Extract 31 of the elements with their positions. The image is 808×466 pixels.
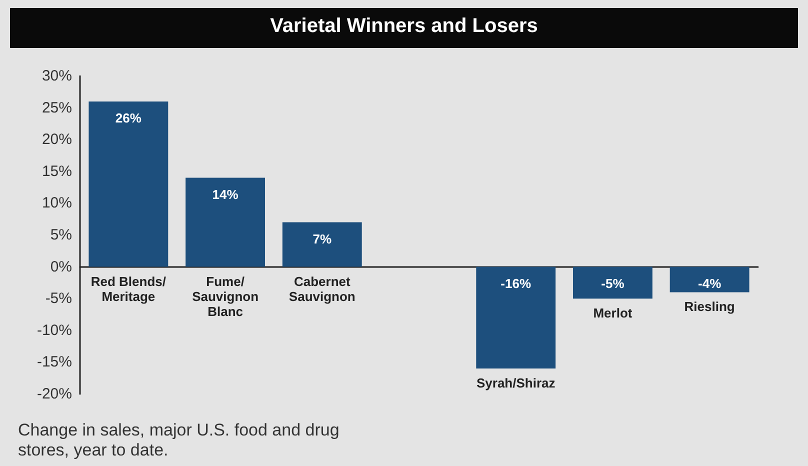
bar <box>573 266 652 299</box>
data-label: 7% <box>312 231 332 246</box>
y-tick-label: -5% <box>45 290 72 308</box>
y-tick-label: -15% <box>36 354 72 371</box>
y-tick-label: 20% <box>42 131 72 148</box>
data-label: -5% <box>601 276 625 291</box>
x-tick-label: Fume/ Sauvignon Blanc <box>192 274 259 319</box>
bar <box>476 266 556 369</box>
x-tick-label: Syrah/Shiraz <box>476 376 556 391</box>
y-tick-label: 0% <box>50 258 72 276</box>
data-label: 14% <box>212 186 239 202</box>
x-tick-label: Riesling <box>684 299 735 314</box>
text: Change in sales, major U.S. food and drug stores, year to date. <box>18 420 340 460</box>
bar <box>670 266 750 292</box>
data-label: 26% <box>115 110 142 126</box>
bar <box>282 222 362 267</box>
x-tick-label: Cabernet Sauvignon <box>288 274 356 304</box>
y-tick-label: 10% <box>42 194 72 212</box>
data-label: -16% <box>500 276 532 291</box>
data-label: -4% <box>698 276 722 291</box>
chart-title: Varietal Winners and Losers <box>270 15 538 37</box>
bar <box>88 101 168 267</box>
y-tick-label: 30% <box>42 68 72 84</box>
y-tick-label: 5% <box>50 226 72 244</box>
x-tick-label: Red Blends/ Meritage <box>90 274 166 304</box>
y-tick-label: 15% <box>42 162 72 180</box>
x-tick-label: Merlot <box>593 306 633 321</box>
y-tick-label: 25% <box>42 99 72 116</box>
y-tick-label: -10% <box>36 322 72 339</box>
bar <box>186 178 265 267</box>
y-tick-label: -20% <box>36 386 72 402</box>
